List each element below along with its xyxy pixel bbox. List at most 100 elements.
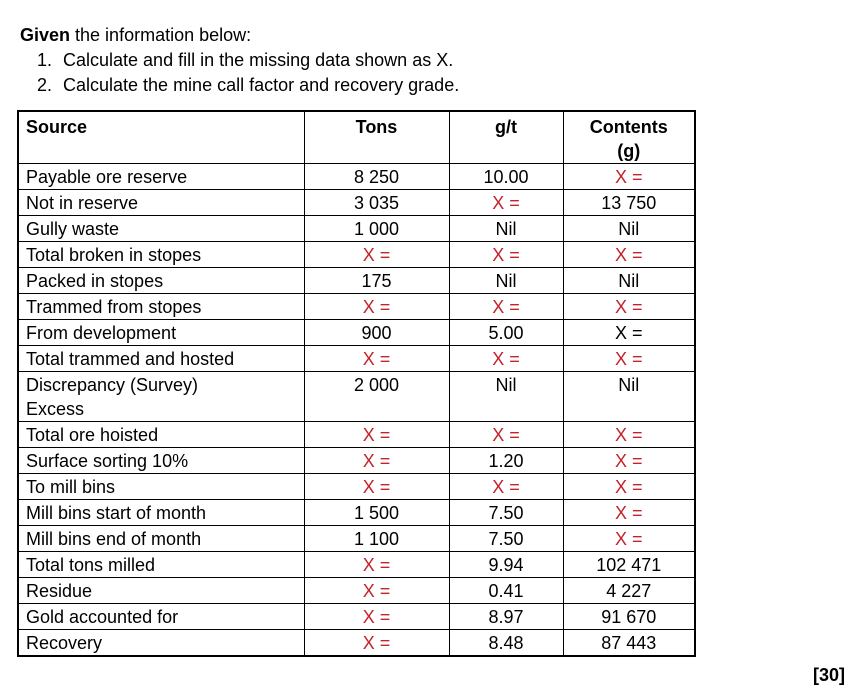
table-row: Gully waste 1 000 Nil Nil bbox=[17, 215, 696, 242]
instruction-text: Calculate and fill in the missing data s… bbox=[63, 50, 454, 70]
value-cell: 4 227 bbox=[562, 577, 696, 604]
table-body: Payable ore reserve 8 250 10.00 X = Not in r… bbox=[17, 163, 696, 657]
row-source-label: Total broken in stopes bbox=[17, 241, 305, 268]
missing-value-cell: X = bbox=[562, 473, 696, 500]
table-row: Total tons milled X = 9.94 102 471 bbox=[17, 551, 696, 578]
table-row: Trammed from stopes X = X = X = bbox=[17, 293, 696, 320]
row-source-label: Gold accounted for bbox=[17, 603, 305, 630]
missing-value-cell: X = bbox=[562, 525, 696, 552]
missing-value-cell: X = bbox=[303, 241, 450, 268]
missing-value-cell: X = bbox=[562, 499, 696, 526]
row-source-label: Recovery bbox=[17, 629, 305, 657]
missing-value-cell: X = bbox=[303, 421, 450, 448]
table-row: Total broken in stopes X = X = X = bbox=[17, 241, 696, 268]
value-cell: 87 443 bbox=[562, 629, 696, 657]
table-row: Total trammed and hosted X = X = X = bbox=[17, 345, 696, 372]
table-row: To mill bins X = X = X = bbox=[17, 473, 696, 500]
intro-rest-text: the information below: bbox=[70, 25, 252, 45]
value-cell: Nil bbox=[448, 215, 564, 242]
row-source-label: Total ore hoisted bbox=[17, 421, 305, 448]
value-cell: 7.50 bbox=[448, 499, 564, 526]
missing-value-cell: X = bbox=[448, 189, 564, 216]
row-source-label: Total tons milled bbox=[17, 551, 305, 578]
table-row: Packed in stopes 175 Nil Nil bbox=[17, 267, 696, 294]
missing-value-cell: X = bbox=[562, 163, 696, 190]
missing-value-cell: X = bbox=[448, 473, 564, 500]
value-cell: 7.50 bbox=[448, 525, 564, 552]
missing-value-cell: X = bbox=[562, 319, 696, 346]
table-row: Gold accounted for X = 8.97 91 670 bbox=[17, 603, 696, 630]
missing-value-cell: X = bbox=[562, 447, 696, 474]
value-cell: 3 035 bbox=[303, 189, 450, 216]
table-row: From development 900 5.00 X = bbox=[17, 319, 696, 346]
value-cell: Nil bbox=[448, 371, 564, 422]
row-source-label: Surface sorting 10% bbox=[17, 447, 305, 474]
missing-value-cell: X = bbox=[448, 421, 564, 448]
missing-value-cell: X = bbox=[303, 473, 450, 500]
row-source-label: Mill bins start of month bbox=[17, 499, 305, 526]
row-source-label: Not in reserve bbox=[17, 189, 305, 216]
missing-value-cell: X = bbox=[303, 345, 450, 372]
missing-value-cell: X = bbox=[303, 551, 450, 578]
column-header-contents: Contents (g) bbox=[562, 110, 696, 164]
row-source-label: Payable ore reserve bbox=[17, 163, 305, 190]
column-header-gt: g/t bbox=[448, 110, 564, 164]
missing-value-cell: X = bbox=[303, 629, 450, 657]
value-cell: Nil bbox=[562, 371, 696, 422]
table-row: Not in reserve 3 035 X = 13 750 bbox=[17, 189, 696, 216]
instruction-item-2: 2. Calculate the mine call factor and re… bbox=[20, 73, 864, 98]
value-cell: 2 000 bbox=[303, 371, 450, 422]
intro-bold-word: Given bbox=[20, 25, 71, 45]
value-cell: 175 bbox=[303, 267, 450, 294]
instruction-text: Calculate the mine call factor and recov… bbox=[63, 75, 460, 95]
marks-label: [30] bbox=[812, 665, 845, 685]
value-cell: 900 bbox=[303, 319, 450, 346]
missing-value-cell: X = bbox=[562, 345, 696, 372]
row-source-label: Trammed from stopes bbox=[17, 293, 305, 320]
table-row: Total ore hoisted X = X = X = bbox=[17, 421, 696, 448]
value-cell: 5.00 bbox=[448, 319, 564, 346]
row-source-label: Packed in stopes bbox=[17, 267, 305, 294]
missing-value-cell: X = bbox=[448, 293, 564, 320]
missing-value-cell: X = bbox=[448, 241, 564, 268]
row-source-label: From development bbox=[17, 319, 305, 346]
value-cell: 1 500 bbox=[303, 499, 450, 526]
value-cell: 8.97 bbox=[448, 603, 564, 630]
missing-value-cell: X = bbox=[562, 421, 696, 448]
row-source-label: Gully waste bbox=[17, 215, 305, 242]
value-cell: 10.00 bbox=[448, 163, 564, 190]
column-header-tons: Tons bbox=[303, 110, 450, 164]
table-row: Recovery X = 8.48 87 443 bbox=[17, 629, 696, 657]
table-row: Residue X = 0.41 4 227 bbox=[17, 577, 696, 604]
table-header: Source Tons g/t Contents (g) bbox=[17, 110, 696, 164]
instruction-number: 1. bbox=[37, 50, 53, 70]
row-source-label: Residue bbox=[17, 577, 305, 604]
value-cell: 1.20 bbox=[448, 447, 564, 474]
missing-value-cell: X = bbox=[303, 447, 450, 474]
row-source-label: Total trammed and hosted bbox=[17, 345, 305, 372]
table-row: Discrepancy (Survey) Excess 2 000 Nil Nil bbox=[17, 371, 696, 422]
instruction-number: 2. bbox=[37, 75, 53, 95]
table-header-row: Source Tons g/t Contents (g) bbox=[17, 110, 696, 164]
missing-value-cell: X = bbox=[562, 241, 696, 268]
missing-value-cell: X = bbox=[303, 603, 450, 630]
table-row: Surface sorting 10% X = 1.20 X = bbox=[17, 447, 696, 474]
value-cell: 102 471 bbox=[562, 551, 696, 578]
missing-value-cell: X = bbox=[448, 345, 564, 372]
table-row: Mill bins end of month 1 100 7.50 X = bbox=[17, 525, 696, 552]
value-cell: 91 670 bbox=[562, 603, 696, 630]
missing-value-cell: X = bbox=[303, 577, 450, 604]
column-header-source: Source bbox=[17, 110, 305, 164]
value-cell: Nil bbox=[448, 267, 564, 294]
value-cell: Nil bbox=[562, 267, 696, 294]
value-cell: 8.48 bbox=[448, 629, 564, 657]
value-cell: 1 100 bbox=[303, 525, 450, 552]
row-source-label: Mill bins end of month bbox=[17, 525, 305, 552]
row-source-label: Discrepancy (Survey) Excess bbox=[17, 371, 305, 422]
value-cell: 9.94 bbox=[448, 551, 564, 578]
row-source-label: To mill bins bbox=[17, 473, 305, 500]
value-cell: 8 250 bbox=[303, 163, 450, 190]
value-cell: 1 000 bbox=[303, 215, 450, 242]
missing-value-cell: X = bbox=[562, 293, 696, 320]
